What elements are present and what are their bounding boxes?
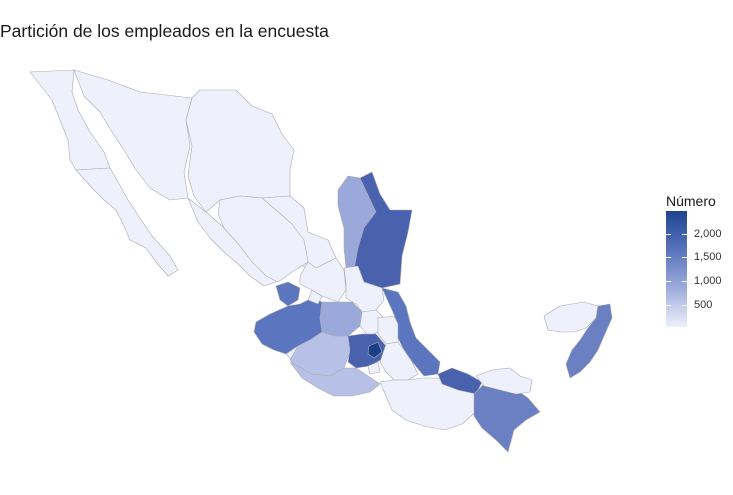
map-title: Partición de los empleados en la encuest…: [0, 21, 329, 41]
legend-label-1000: 1,000: [694, 275, 722, 287]
legend-tick: [666, 281, 671, 282]
region-baja-california-sur[interactable]: [75, 167, 179, 277]
legend-tick: [682, 305, 687, 306]
legend-color-bar: [666, 211, 687, 327]
region-chiapas[interactable]: [473, 383, 541, 453]
legend-label-2000: 2,000: [694, 228, 722, 240]
region-puebla[interactable]: [379, 341, 419, 381]
legend-tick: [682, 281, 687, 282]
legend-tick: [666, 305, 671, 306]
region-morelos[interactable]: [367, 361, 381, 375]
legend-label-500: 500: [694, 299, 713, 311]
legend-tick: [682, 257, 687, 258]
region-nayarit[interactable]: [275, 281, 301, 307]
region-chihuahua[interactable]: [185, 89, 295, 213]
region-ciudad-de-mexico[interactable]: [367, 341, 383, 359]
region-tamaulipas[interactable]: [353, 171, 413, 289]
legend-tick: [682, 234, 687, 235]
region-yucatan[interactable]: [543, 301, 599, 333]
legend-label-1500: 1,500: [694, 251, 722, 263]
region-zacatecas[interactable]: [299, 257, 347, 303]
legend-tick: [666, 257, 671, 258]
region-quintana-roo[interactable]: [565, 303, 613, 379]
region-aguascalientes[interactable]: [307, 289, 323, 305]
legend-tick: [666, 234, 671, 235]
region-tabasco[interactable]: [437, 367, 483, 395]
region-campeche[interactable]: [475, 367, 533, 395]
region-guerrero[interactable]: [289, 361, 381, 397]
legend-title: Número: [666, 193, 716, 209]
region-guanajuato[interactable]: [319, 301, 363, 337]
region-durango[interactable]: [217, 195, 309, 283]
region-sonora[interactable]: [73, 69, 193, 201]
